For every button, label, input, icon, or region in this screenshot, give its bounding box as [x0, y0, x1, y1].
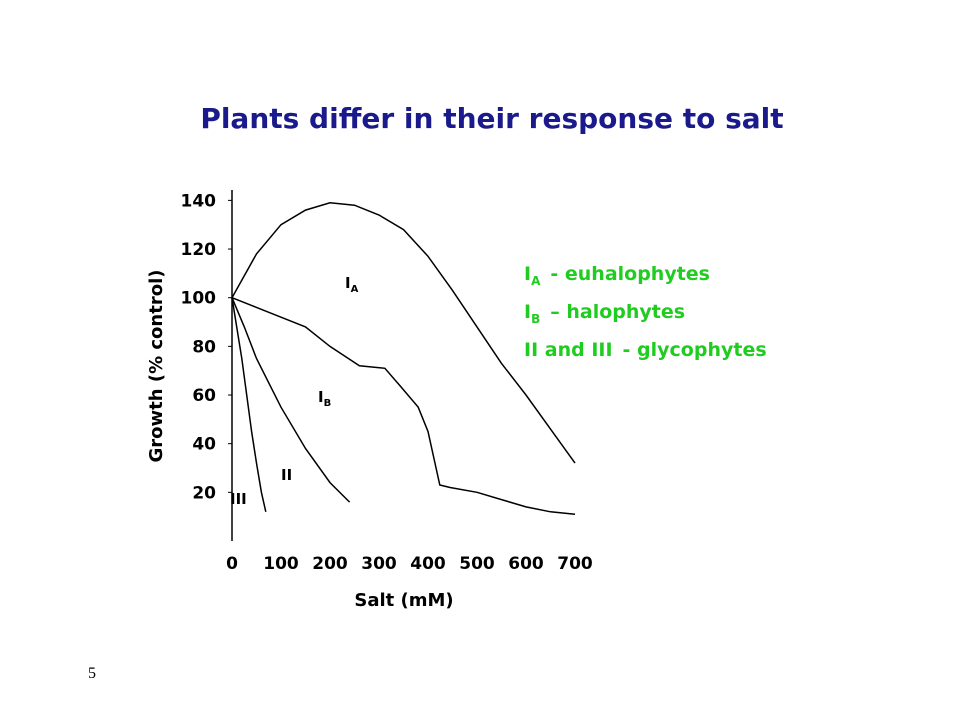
curve-label: IB	[318, 388, 331, 409]
y-tick-label: 80	[192, 337, 216, 357]
x-tick-label: 600	[508, 554, 544, 574]
x-tick-label: 400	[410, 554, 446, 574]
legend-note-text: - glycophytes	[623, 339, 767, 361]
y-tick-label: 100	[181, 289, 217, 309]
chart-title: Plants differ in their response to salt	[200, 102, 783, 135]
curve-label: II	[281, 466, 292, 484]
x-tick-label: 300	[361, 554, 397, 574]
legend-note-label: I	[524, 263, 531, 285]
y-tick-label: 60	[192, 386, 216, 406]
legend-note-label: I	[524, 301, 531, 323]
page-number: 5	[88, 665, 96, 682]
legend-note-text: - euhalophytes	[550, 263, 710, 285]
series-line	[231, 297, 351, 503]
legend-note: II and III - glycophytes	[524, 339, 767, 361]
x-tick-label: 200	[312, 554, 348, 574]
y-tick-label: 40	[192, 435, 216, 455]
curve-label-sub: B	[324, 398, 332, 409]
legend-note: IA - euhalophytes	[524, 263, 710, 288]
y-tick-label: 120	[181, 240, 217, 260]
curve-label-sub: A	[351, 284, 359, 295]
legend-note-sub: B	[531, 312, 540, 326]
legend-note: IB – halophytes	[524, 301, 685, 326]
curve-label-main: III	[230, 490, 247, 508]
x-tick-label: 100	[263, 554, 299, 574]
x-tick-label: 700	[557, 554, 593, 574]
y-tick-label: 140	[181, 191, 217, 211]
curve-label-main: I	[318, 388, 324, 406]
legend-note-sub: A	[531, 274, 541, 288]
y-axis-label: Growth (% control)	[146, 270, 167, 463]
curve-label-main: I	[345, 274, 351, 292]
series-line	[231, 297, 267, 512]
series-line	[231, 202, 576, 464]
curve-label: IA	[345, 274, 359, 295]
x-axis-label: Salt (mM)	[354, 590, 453, 611]
series-line	[231, 297, 576, 515]
legend-note-label: II and III	[524, 339, 613, 361]
x-tick-label: 0	[226, 554, 238, 574]
x-tick-label: 500	[459, 554, 495, 574]
y-tick-label: 20	[192, 483, 216, 503]
curve-label: III	[230, 490, 247, 508]
legend-note-text: – halophytes	[550, 301, 685, 323]
curve-label-main: II	[281, 466, 292, 484]
